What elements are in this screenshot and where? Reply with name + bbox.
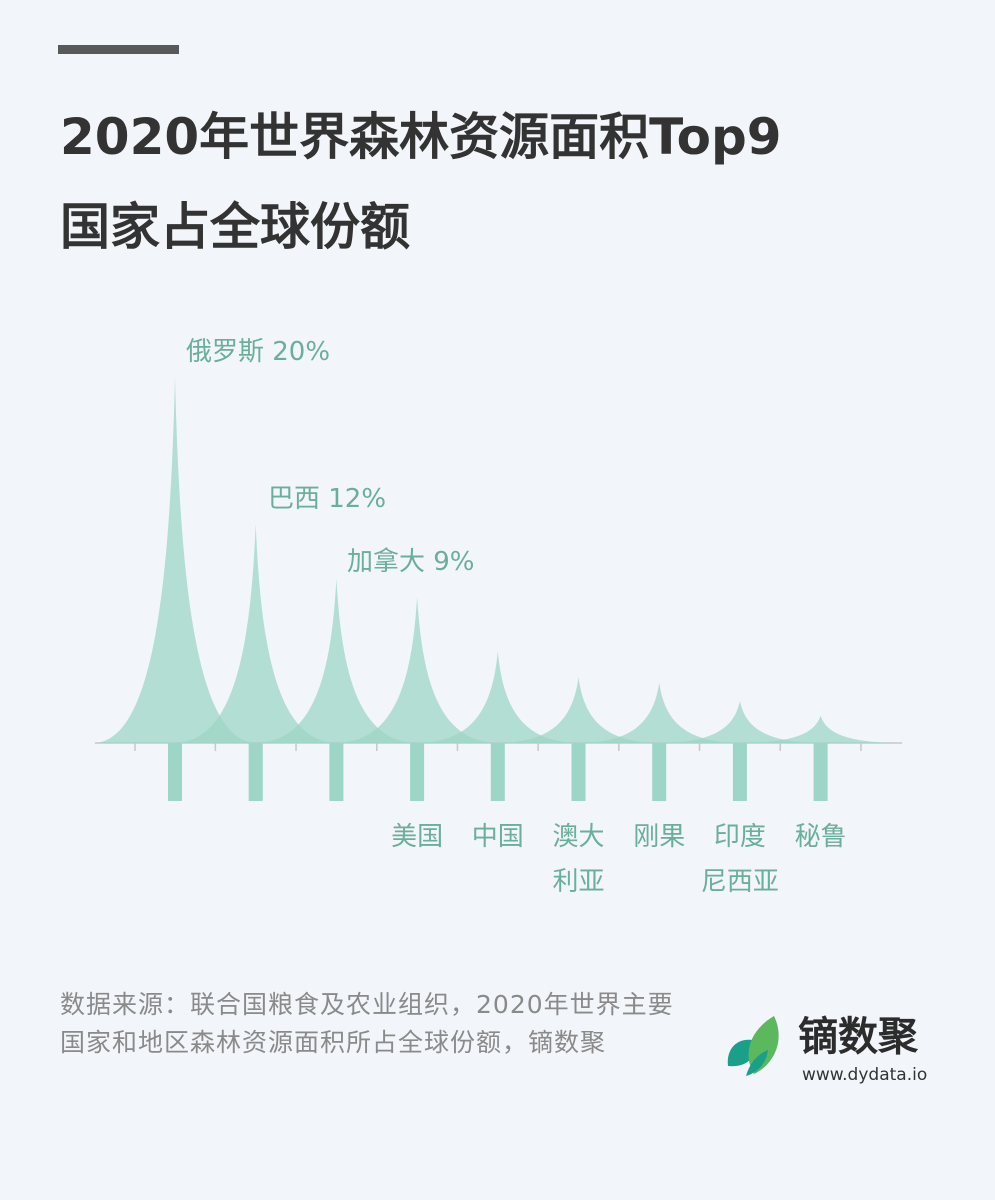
page-title: 2020年世界森林资源面积Top9 国家占全球份额 <box>60 92 940 272</box>
spike-stem-bar <box>168 743 182 801</box>
spike-stem-bar <box>571 743 586 801</box>
spike-mark <box>173 524 338 743</box>
title-line-2: 国家占全球份额 <box>60 198 410 256</box>
category-label: 刚果 <box>633 822 685 852</box>
category-label: 印度 <box>714 822 766 852</box>
peak-value-label: 巴西 12% <box>268 484 386 514</box>
title-accent-bar <box>58 45 179 54</box>
brand-url: www.dydata.io <box>802 1065 928 1085</box>
spike-mark <box>657 701 822 743</box>
spike-stem-bar <box>652 743 667 801</box>
spike-stem-bar <box>813 743 828 801</box>
spike-stem-bar <box>490 743 505 801</box>
category-label: 秘鲁 <box>795 822 847 852</box>
spike-stem-bar <box>410 743 425 801</box>
spike-stem-bar <box>732 743 747 801</box>
spike-stem-bar <box>329 743 344 801</box>
title-line-1: 2020年世界森林资源面积Top9 <box>60 108 782 166</box>
spike-stem-bar <box>248 743 263 801</box>
source-note: 数据来源：联合国粮食及农业组织，2020年世界主要国家和地区森林资源面积所占全球… <box>60 990 674 1057</box>
category-label: 澳大 <box>552 822 604 852</box>
brand-logo: 镝数聚 www.dydata.io <box>724 1010 954 1090</box>
spike-mark <box>738 715 903 743</box>
spike-mark <box>93 378 257 743</box>
category-label: 中国 <box>472 822 524 852</box>
peak-value-label: 俄罗斯 20% <box>186 337 330 367</box>
peak-value-label: 加拿大 9% <box>347 547 475 577</box>
spike-mark <box>496 677 661 743</box>
spike-mark <box>335 597 500 743</box>
spike-mark <box>254 578 419 743</box>
spike-mark <box>415 651 580 743</box>
brand-name: 镝数聚 <box>798 1014 918 1060</box>
leaf-logo-icon <box>727 1016 779 1076</box>
category-label: 利亚 <box>552 867 604 897</box>
spike-mark <box>577 682 742 743</box>
category-label: 美国 <box>391 822 443 852</box>
category-label: 尼西亚 <box>701 867 779 897</box>
